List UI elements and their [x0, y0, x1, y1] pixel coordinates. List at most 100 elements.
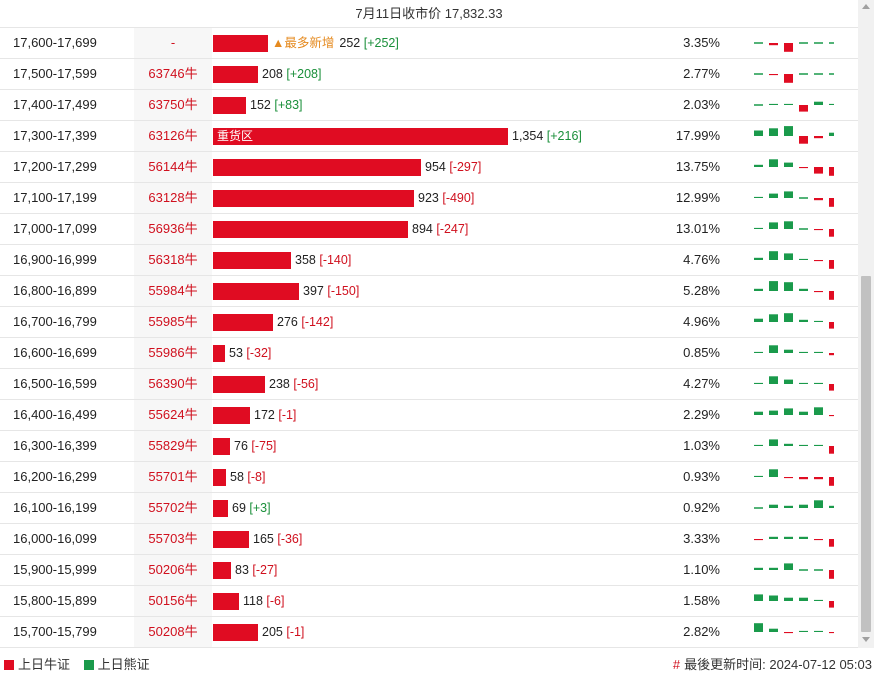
scroll-down-arrow-icon[interactable] [862, 637, 870, 642]
sparkline-bar [799, 228, 808, 230]
table-row[interactable]: 15,800-15,899 50156牛 118 [-6] 1.58% [0, 586, 858, 617]
sparkline-bar [784, 126, 793, 136]
scroll-up-arrow-icon[interactable] [862, 4, 870, 9]
warrant-code[interactable]: 50208牛 [134, 617, 212, 647]
table-row[interactable]: 16,100-16,199 55702牛 69 [+3] 0.92% [0, 493, 858, 524]
warrant-code[interactable]: 63750牛 [134, 90, 212, 120]
sparkline-bar [769, 410, 778, 415]
count-value: 165 [-36] [253, 524, 302, 554]
price-range: 16,100-16,199 [13, 500, 97, 515]
sparkline-bar [814, 101, 823, 105]
warrant-code[interactable]: 50206牛 [134, 555, 212, 585]
table-row[interactable]: 16,600-16,699 55986牛 53 [-32] 0.85% [0, 338, 858, 369]
warrant-code[interactable]: 56144牛 [134, 152, 212, 182]
count-bar-area: 894 [-247] [213, 214, 663, 244]
sparkline-bar [754, 623, 763, 632]
scroll-thumb[interactable] [861, 276, 871, 632]
sparkline-bar [814, 599, 823, 601]
count-change: [-56] [293, 377, 319, 391]
warrant-code[interactable]: 63126牛 [134, 121, 212, 151]
warrant-code[interactable]: 55701牛 [134, 462, 212, 492]
table-row[interactable]: 16,900-16,999 56318牛 358 [-140] 4.76% [0, 245, 858, 276]
sparkline-bar [799, 167, 808, 169]
table-row[interactable]: 17,100-17,199 63128牛 923 [-490] 12.99% [0, 183, 858, 214]
table-row[interactable]: 17,600-17,699 - ▲最多新增 252 [+252] 3.35% [0, 28, 858, 59]
table-row[interactable]: 17,400-17,499 63750牛 152 [+83] 2.03% [0, 90, 858, 121]
most-added-tag: ▲最多新增 [272, 36, 335, 50]
history-sparkline [754, 469, 834, 486]
sparkline-bar [799, 73, 808, 75]
sparkline-bar [799, 105, 808, 112]
table-row[interactable]: 16,500-16,599 56390牛 238 [-56] 4.27% [0, 369, 858, 400]
sparkline-bar [754, 130, 763, 136]
count-bar-area: 165 [-36] [213, 524, 663, 554]
table-row[interactable]: 16,000-16,099 55703牛 165 [-36] 3.33% [0, 524, 858, 555]
warrant-code[interactable]: 56318牛 [134, 245, 212, 275]
table-row[interactable]: 16,300-16,399 55829牛 76 [-75] 1.03% [0, 431, 858, 462]
sparkline-bar [829, 505, 834, 508]
sparkline-bar [814, 42, 823, 44]
warrant-code[interactable]: 63746牛 [134, 59, 212, 89]
count-number: 358 [295, 253, 316, 267]
sparkline-bar [799, 504, 808, 508]
warrant-code[interactable]: 55702牛 [134, 493, 212, 523]
count-change: [-140] [319, 253, 352, 267]
count-bar-area: 53 [-32] [213, 338, 663, 368]
count-number: 208 [262, 67, 283, 81]
warrant-code[interactable]: 56390牛 [134, 369, 212, 399]
table-row[interactable]: 16,800-16,899 55984牛 397 [-150] 5.28% [0, 276, 858, 307]
table-row[interactable]: 16,700-16,799 55985牛 276 [-142] 4.96% [0, 307, 858, 338]
table-row[interactable]: 17,000-17,099 56936牛 894 [-247] 13.01% [0, 214, 858, 245]
table-row[interactable]: 17,500-17,599 63746牛 208 [+208] 2.77% [0, 59, 858, 90]
table-row[interactable]: 17,300-17,399 63126牛 重货区 1,354 [+216] 17.99% [0, 121, 858, 152]
warrant-code[interactable]: 56936牛 [134, 214, 212, 244]
count-number: 397 [303, 284, 324, 298]
warrant-code[interactable]: 55703牛 [134, 524, 212, 554]
sparkline-bar [769, 222, 778, 229]
sparkline-bar [814, 500, 823, 508]
warrant-code[interactable]: 55985牛 [134, 307, 212, 337]
sparkline-bar [814, 198, 823, 201]
share-percent: 1.10% [683, 562, 720, 577]
share-percent: 4.27% [683, 376, 720, 391]
count-value: 358 [-140] [295, 245, 351, 275]
sparkline-bar [799, 597, 808, 601]
warrant-code[interactable]: 55829牛 [134, 431, 212, 461]
table-row[interactable]: 16,200-16,299 55701牛 58 [-8] 0.93% [0, 462, 858, 493]
warrant-code[interactable]: 55986牛 [134, 338, 212, 368]
sparkline-bar [829, 539, 834, 547]
count-number: 894 [412, 222, 433, 236]
count-bar [213, 593, 239, 610]
table-row[interactable]: 15,900-15,999 50206牛 83 [-27] 1.10% [0, 555, 858, 586]
warrant-code[interactable]: 55624牛 [134, 400, 212, 430]
count-change: [-75] [251, 439, 277, 453]
count-bar [213, 35, 268, 52]
table-row[interactable]: 15,700-15,799 50208牛 205 [-1] 2.82% [0, 617, 858, 648]
count-bar-area: 397 [-150] [213, 276, 663, 306]
vertical-scrollbar[interactable] [858, 0, 874, 648]
sparkline-bar [769, 159, 778, 167]
count-value: 58 [-8] [230, 462, 265, 492]
page-title: 7月11日收市价 17,832.33 [0, 0, 858, 28]
sparkline-bar [799, 477, 808, 480]
price-range: 16,800-16,899 [13, 283, 97, 298]
count-number: 252 [339, 36, 361, 50]
history-sparkline [754, 73, 834, 83]
count-number: 118 [243, 594, 263, 608]
sparkline-bar [754, 288, 763, 291]
count-bar-area: 238 [-56] [213, 369, 663, 399]
warrant-code[interactable]: 55984牛 [134, 276, 212, 306]
sparkline-bar [754, 42, 763, 44]
sparkline-bar [784, 74, 793, 83]
count-change: [-36] [277, 532, 303, 546]
count-change: [-490] [442, 191, 475, 205]
table-row[interactable]: 16,400-16,499 55624牛 172 [-1] 2.29% [0, 400, 858, 431]
warrant-code[interactable]: - [134, 28, 212, 58]
sparkline-bar [829, 198, 834, 207]
count-value: 152 [+83] [250, 90, 303, 120]
count-change: [-1] [286, 625, 305, 639]
count-change: [+252] [363, 36, 399, 50]
warrant-code[interactable]: 50156牛 [134, 586, 212, 616]
table-row[interactable]: 17,200-17,299 56144牛 954 [-297] 13.75% [0, 152, 858, 183]
warrant-code[interactable]: 63128牛 [134, 183, 212, 213]
